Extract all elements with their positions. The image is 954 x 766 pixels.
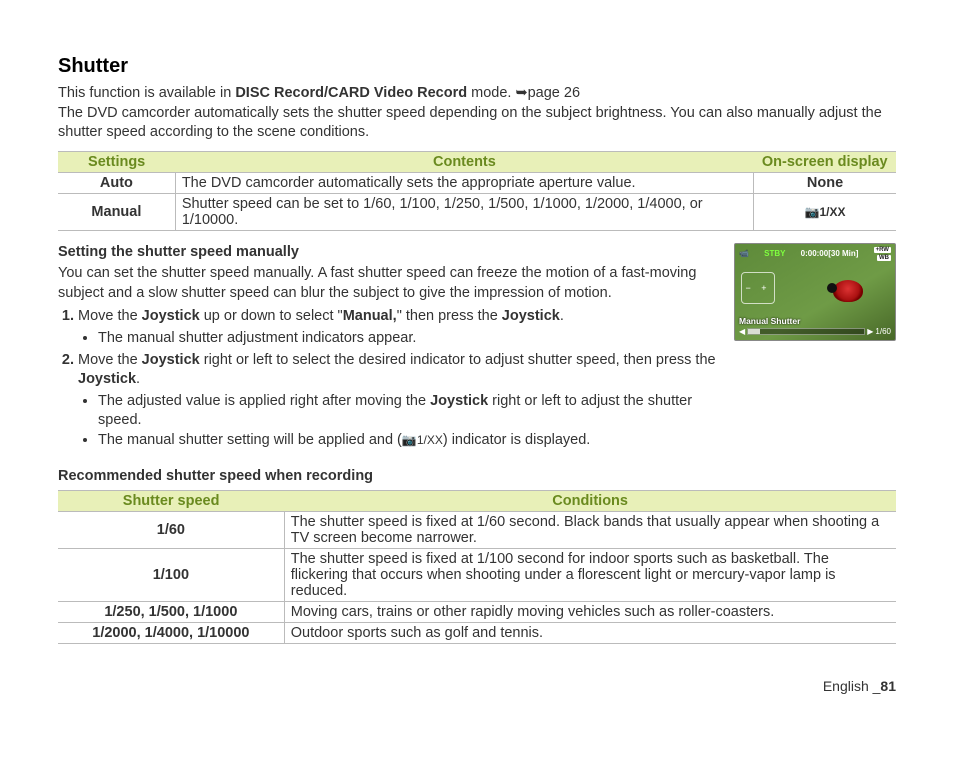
joystick-overlay: [741, 272, 775, 304]
joystick-label: Joystick: [142, 308, 200, 324]
manual-label: Manual,: [343, 308, 397, 324]
lcd-top-bar: 📹 STBY 0:00:00[30 Min] +RW WB: [735, 244, 895, 261]
t: " then press the: [397, 308, 502, 324]
cell-osd-auto: None: [754, 172, 896, 193]
speed-1-100: 1/100: [58, 549, 284, 602]
speed-vfast: 1/2000, 1/4000, 1/10000: [58, 623, 284, 644]
camera-icon: 📹: [739, 249, 749, 258]
lcd-bottom: Manual Shutter ◀ ▶ 1/60: [739, 316, 891, 336]
intro-mode: DISC Record/CARD Video Record: [235, 85, 467, 101]
table-header-row: Settings Contents On-screen display: [58, 151, 896, 172]
step-2: Move the Joystick right or left to selec…: [78, 351, 722, 451]
page-number: 81: [880, 678, 896, 694]
col-settings: Settings: [58, 151, 175, 172]
joystick-label: Joystick: [502, 308, 560, 324]
t: Move the: [78, 352, 142, 368]
t: ) indicator is displayed.: [443, 432, 591, 448]
arrow-right-icon: ▶: [867, 327, 873, 336]
t: The adjusted value is applied right afte…: [98, 393, 430, 409]
settings-table: Settings Contents On-screen display Auto…: [58, 151, 896, 231]
t: Move the: [78, 308, 142, 324]
table-row: 1/2000, 1/4000, 1/10000 Outdoor sports s…: [58, 623, 896, 644]
page-ref: ➥page 26: [515, 85, 580, 101]
col-conditions: Conditions: [284, 491, 896, 512]
lcd-value: 1/60: [875, 327, 891, 336]
cell-contents-manual: Shutter speed can be set to 1/60, 1/100,…: [175, 193, 753, 230]
lcd-track: [747, 328, 865, 335]
cell-osd-manual: 📷1/XX: [754, 193, 896, 230]
manual-section: Setting the shutter speed manually You c…: [58, 243, 896, 453]
table-row: 1/250, 1/500, 1/1000 Moving cars, trains…: [58, 602, 896, 623]
step-1-bullet: The manual shutter adjustment indicators…: [98, 329, 722, 349]
recommended-table: Shutter speed Conditions 1/60 The shutte…: [58, 490, 896, 644]
t: The manual shutter setting will be appli…: [98, 432, 402, 448]
joystick-label: Joystick: [430, 393, 488, 409]
recommended-heading: Recommended shutter speed when recording: [58, 468, 896, 484]
lcd-label: Manual Shutter: [739, 316, 891, 326]
intro-text-1: This function is available in: [58, 85, 235, 101]
lcd-right-icons: +RW WB: [874, 247, 891, 261]
table-header-row: Shutter speed Conditions: [58, 491, 896, 512]
table-row: Manual Shutter speed can be set to 1/60,…: [58, 193, 896, 230]
manual-heading: Setting the shutter speed manually: [58, 243, 722, 263]
step-2-bullet-1: The adjusted value is applied right afte…: [98, 392, 722, 431]
manual-desc: You can set the shutter speed manually. …: [58, 264, 722, 303]
lcd-preview: 📹 STBY 0:00:00[30 Min] +RW WB Manual Shu…: [734, 243, 896, 341]
arrow-left-icon: ◀: [739, 327, 745, 336]
disc-badge: +RW: [874, 247, 891, 253]
step-1: Move the Joystick up or down to select "…: [78, 307, 722, 348]
osd-icon: 📷1/XX: [402, 433, 443, 447]
intro-text-3: The DVD camcorder automatically sets the…: [58, 105, 882, 141]
speed-1-60: 1/60: [58, 512, 284, 549]
lcd-time: 0:00:00[30 Min]: [801, 249, 859, 258]
t: .: [560, 308, 564, 324]
cond-1-60: The shutter speed is fixed at 1/60 secon…: [284, 512, 896, 549]
step-2-bullet-2: The manual shutter setting will be appli…: [98, 431, 722, 451]
intro-paragraph: This function is available in DISC Recor…: [58, 84, 896, 143]
table-row: 1/60 The shutter speed is fixed at 1/60 …: [58, 512, 896, 549]
joystick-label: Joystick: [142, 352, 200, 368]
col-osd: On-screen display: [754, 151, 896, 172]
lcd-slider: ◀ ▶ 1/60: [739, 327, 891, 336]
page: Shutter This function is available in DI…: [0, 0, 954, 724]
t: .: [136, 371, 140, 387]
intro-text-2: mode.: [467, 85, 515, 101]
speed-fast: 1/250, 1/500, 1/1000: [58, 602, 284, 623]
cond-1-100: The shutter speed is fixed at 1/100 seco…: [284, 549, 896, 602]
wb-badge: WB: [877, 255, 891, 261]
step-2-sub: The adjusted value is applied right afte…: [78, 392, 722, 451]
step-1-sub: The manual shutter adjustment indicators…: [78, 329, 722, 349]
page-title: Shutter: [58, 55, 896, 78]
cell-contents-auto: The DVD camcorder automatically sets the…: [175, 172, 753, 193]
col-shutter-speed: Shutter speed: [58, 491, 284, 512]
steps-list: Move the Joystick up or down to select "…: [58, 307, 722, 450]
page-footer: English _81: [58, 678, 896, 694]
cell-setting-auto: Auto: [58, 172, 175, 193]
col-contents: Contents: [175, 151, 753, 172]
cell-setting-manual: Manual: [58, 193, 175, 230]
joystick-label: Joystick: [78, 371, 136, 387]
t: right or left to select the desired indi…: [200, 352, 716, 368]
cond-fast: Moving cars, trains or other rapidly mov…: [284, 602, 896, 623]
table-row: Auto The DVD camcorder automatically set…: [58, 172, 896, 193]
lcd-stby: STBY: [764, 249, 785, 258]
table-row: 1/100 The shutter speed is fixed at 1/10…: [58, 549, 896, 602]
footer-lang: English _: [823, 678, 881, 694]
cond-vfast: Outdoor sports such as golf and tennis.: [284, 623, 896, 644]
ladybug-graphic: [833, 280, 863, 302]
t: up or down to select ": [200, 308, 343, 324]
manual-text: Setting the shutter speed manually You c…: [58, 243, 722, 453]
